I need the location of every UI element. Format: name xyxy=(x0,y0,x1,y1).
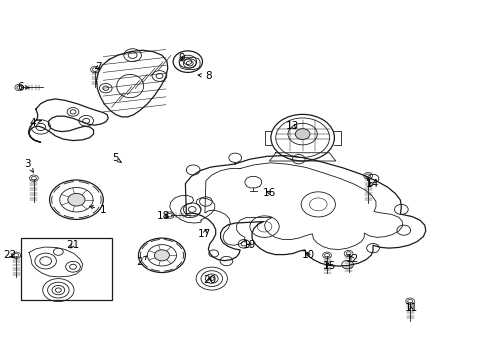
Text: 6: 6 xyxy=(17,82,29,92)
Text: 12: 12 xyxy=(346,254,359,264)
Text: 14: 14 xyxy=(366,179,379,189)
Text: 11: 11 xyxy=(405,303,418,314)
Text: 2: 2 xyxy=(137,256,147,267)
Bar xyxy=(21,238,112,300)
Text: 19: 19 xyxy=(243,239,256,249)
Text: 7: 7 xyxy=(95,62,102,72)
Text: 21: 21 xyxy=(66,239,80,249)
Text: 17: 17 xyxy=(198,229,212,239)
Text: 20: 20 xyxy=(203,275,217,285)
Circle shape xyxy=(154,250,170,261)
Text: 8: 8 xyxy=(198,71,212,81)
Text: 10: 10 xyxy=(302,250,315,260)
Text: 5: 5 xyxy=(112,153,122,163)
Text: 15: 15 xyxy=(322,261,336,271)
Text: 4: 4 xyxy=(29,118,41,128)
Circle shape xyxy=(68,193,85,206)
Text: 22: 22 xyxy=(3,249,16,260)
Text: 9: 9 xyxy=(178,53,185,63)
Text: 1: 1 xyxy=(90,206,107,216)
Text: 16: 16 xyxy=(263,188,276,198)
Circle shape xyxy=(295,129,310,139)
Text: 3: 3 xyxy=(24,159,33,172)
Text: 13: 13 xyxy=(286,121,299,131)
Text: 18: 18 xyxy=(157,211,170,221)
